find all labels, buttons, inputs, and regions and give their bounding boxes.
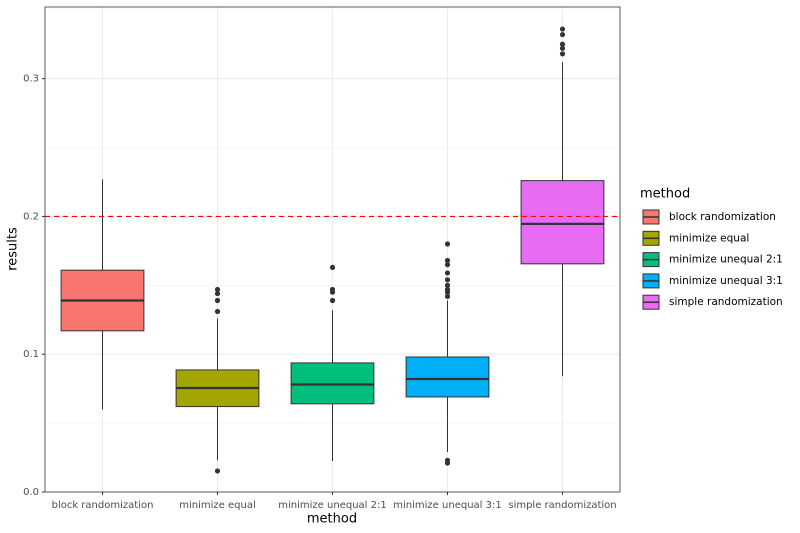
y-tick-label: 0.0 — [23, 487, 39, 498]
y-tick-label: 0.3 — [23, 74, 39, 85]
outlier — [214, 468, 221, 474]
legend-label: minimize equal — [669, 232, 749, 244]
x-axis-title: method — [307, 512, 357, 527]
outlier — [444, 293, 451, 299]
outlier — [444, 270, 451, 276]
legend-title: method — [640, 187, 690, 202]
outlier — [444, 277, 451, 283]
x-tick-label: simple randomization — [508, 500, 616, 511]
panel-border — [44, 6, 621, 493]
outlier — [559, 26, 566, 32]
legend-label: minimize unequal 3:1 — [669, 275, 783, 287]
outlier — [214, 297, 221, 304]
outlier — [214, 290, 221, 297]
outlier — [444, 289, 451, 295]
y-tick-label: 0.1 — [23, 349, 39, 360]
outlier — [444, 257, 451, 264]
outlier — [444, 282, 451, 288]
legend-label: simple randomization — [669, 296, 783, 308]
box — [290, 362, 375, 405]
outlier — [559, 51, 566, 57]
outlier — [444, 241, 451, 247]
outlier — [559, 41, 566, 47]
x-tick-label: minimize equal — [179, 500, 255, 511]
y-tick-label: 0.2 — [23, 211, 39, 222]
outlier — [444, 460, 451, 466]
y-axis-title: results — [6, 227, 21, 271]
outlier — [329, 297, 336, 304]
box — [405, 356, 490, 398]
x-tick-label: minimize unequal 2:1 — [278, 500, 386, 511]
legend-label: block randomization — [669, 211, 776, 223]
x-tick-label: minimize unequal 3:1 — [393, 500, 501, 511]
outlier — [444, 262, 451, 268]
outlier — [329, 264, 336, 271]
outlier — [329, 289, 336, 295]
legend-label: minimize unequal 2:1 — [669, 254, 783, 266]
outlier — [214, 308, 221, 315]
x-tick-label: block randomization — [52, 500, 154, 511]
outlier — [214, 286, 221, 293]
outlier — [559, 31, 566, 38]
outlier — [559, 45, 566, 51]
box — [520, 180, 605, 265]
